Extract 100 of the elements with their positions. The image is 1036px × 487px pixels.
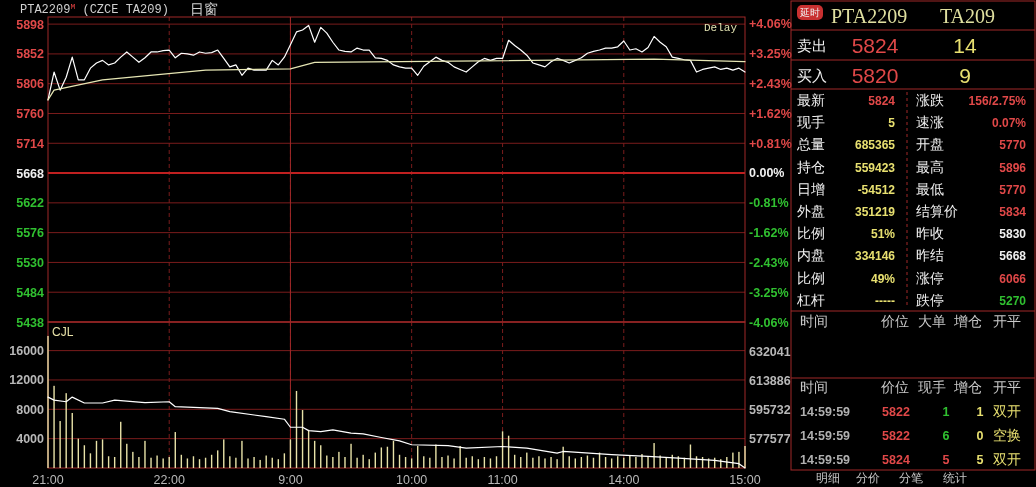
y-tick-label: 5668 (16, 166, 45, 181)
annotation: Delay (703, 22, 738, 34)
text: 0.07% (991, 116, 1027, 131)
text: 1 (942, 405, 950, 419)
text: 明细 (816, 471, 840, 485)
x-tick-label: 9:00 (278, 473, 303, 487)
y-tick-label: 5530 (16, 255, 45, 270)
text: 杠杆 (796, 291, 825, 308)
text: 总量 (796, 136, 825, 153)
text: 速涨 (916, 114, 944, 131)
line-series (47, 396, 746, 469)
text: 比例 (797, 269, 825, 286)
text: 5 (942, 453, 950, 467)
text: 分价 (856, 471, 880, 485)
text: 5770 (999, 182, 1027, 197)
text: 买入 (797, 67, 827, 84)
y-tick-label: 8000 (16, 402, 45, 417)
y2-tick-label: -4.06% (749, 315, 789, 330)
text: 0 (976, 429, 984, 443)
text: 价位 (880, 313, 909, 329)
text: 现手 (918, 379, 946, 395)
text: TA209 (940, 5, 996, 27)
y2-tick-label: 632041 (749, 344, 791, 359)
y-tick-label: 5760 (16, 106, 45, 121)
text: 14:59:59 (800, 405, 851, 419)
text: 内盘 (797, 247, 825, 264)
text: ----- (875, 293, 895, 308)
text: 5830 (999, 227, 1027, 242)
text: 6066 (999, 271, 1027, 286)
text: 5668 (999, 249, 1027, 264)
text: 1 (976, 405, 984, 419)
y-tick-label: 5806 (16, 77, 45, 92)
y-tick-label: 4000 (16, 432, 45, 447)
text: 5824 (868, 94, 896, 108)
text: 5834 (999, 205, 1027, 219)
y2-tick-label: 0.00% (749, 166, 785, 181)
text: 时间 (800, 379, 828, 395)
text: 685365 (854, 138, 896, 153)
text: 卖出 (797, 37, 827, 54)
y-tick-label: 5438 (16, 315, 45, 330)
text: 分笔 (899, 471, 923, 485)
x-tick-label: 22:00 (153, 473, 185, 487)
y-tick-label: 5898 (16, 17, 45, 32)
text: 14:59:59 (800, 453, 851, 467)
text: 增仓 (953, 379, 982, 395)
text: 9 (959, 64, 971, 87)
text: 大单 (918, 313, 946, 329)
text: 5820 (851, 64, 899, 87)
y-tick-label: 5484 (16, 285, 45, 300)
y-tick-label: 5576 (16, 226, 45, 241)
text: 51% (870, 227, 896, 242)
text: 5822 (882, 429, 910, 443)
chart-subtitle: 日窗 (190, 1, 218, 17)
line-series (47, 24, 746, 101)
y2-tick-label: -0.81% (749, 196, 789, 211)
y2-tick-label: +0.81% (749, 136, 792, 151)
x-tick-label: 11:00 (487, 473, 518, 487)
y2-tick-label: +1.62% (749, 107, 792, 122)
y2-tick-label: 577577 (749, 432, 791, 447)
chart-title: CJL (52, 325, 74, 339)
text: 外盘 (797, 203, 825, 219)
text: 双开 (993, 403, 1021, 419)
y2-tick-label: +2.43% (749, 77, 792, 92)
x-tick-label: 10:00 (396, 473, 428, 487)
y2-tick-label: -2.43% (749, 255, 789, 270)
text: 开平 (993, 313, 1021, 329)
text: -54512 (857, 182, 896, 197)
text: 156/2.75% (968, 94, 1027, 108)
text: 5 (888, 116, 896, 131)
y-tick-label: 5714 (16, 136, 45, 151)
y-tick-label: 5852 (16, 47, 45, 62)
text: 5824 (851, 34, 899, 57)
y2-tick-label: -1.62% (749, 225, 789, 240)
y-tick-label: 5622 (16, 196, 45, 211)
y-tick-label: 16000 (9, 344, 45, 359)
text: 5824 (882, 453, 910, 467)
text: 持仓 (797, 158, 825, 175)
text: 最新 (797, 92, 825, 108)
text: 开平 (993, 379, 1021, 395)
text: 6 (942, 429, 950, 443)
line-series (47, 58, 746, 101)
text: 5270 (999, 293, 1027, 308)
text: 增仓 (953, 313, 982, 329)
y2-tick-label: +3.25% (749, 47, 792, 62)
text: 14 (953, 34, 977, 57)
text: 涨跌 (916, 92, 944, 108)
text: 最高 (916, 158, 944, 175)
text: 价位 (880, 379, 909, 395)
text: 5896 (999, 160, 1027, 175)
text: 开盘 (916, 136, 944, 153)
text: 结算价 (916, 203, 958, 219)
text: 统计 (943, 471, 967, 485)
text: 559423 (854, 160, 896, 175)
text: 14:59:59 (800, 429, 851, 443)
text: 351219 (854, 205, 896, 219)
text: 5822 (882, 405, 910, 419)
y-tick-label: 12000 (9, 373, 45, 388)
text: 双开 (993, 451, 1021, 467)
text: 5 (976, 453, 984, 467)
text: 空换 (993, 427, 1021, 443)
